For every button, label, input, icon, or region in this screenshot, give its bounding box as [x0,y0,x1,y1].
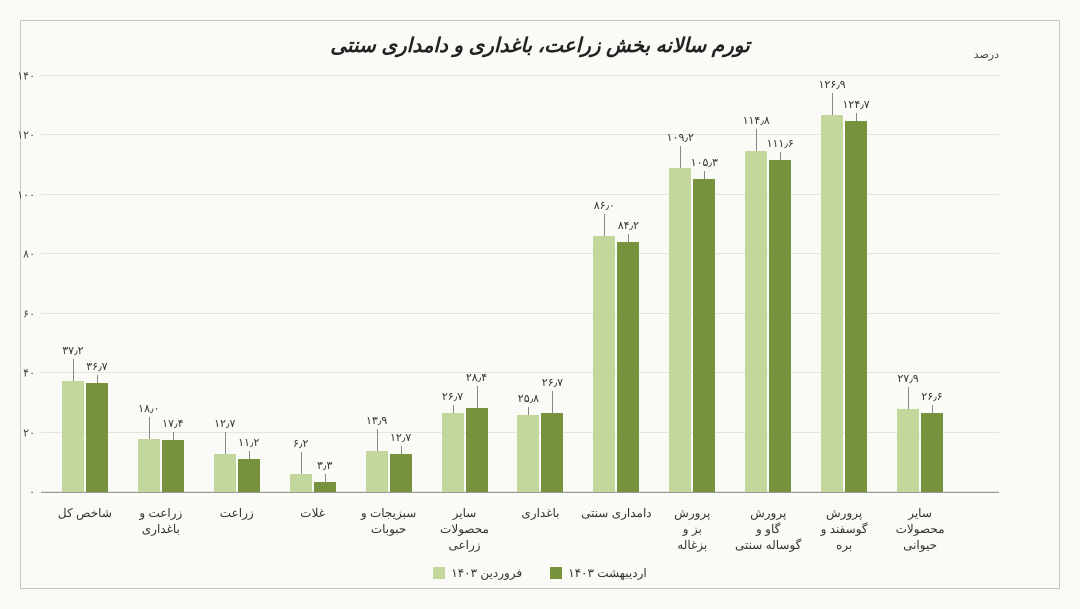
bar-value-label: ۳٫۳ [317,459,332,472]
bar-series-1: ۱۲۶٫۹ [821,115,843,492]
bar-series-1: ۳۷٫۲ [62,381,84,492]
bar-value-label: ۱۱۴٫۸ [743,114,770,127]
bar-series-2: ۳٫۳ [314,482,336,492]
bar-series-1: ۱۸٫۰ [138,439,160,492]
bar-series-2: ۱۲۴٫۷ [845,121,867,492]
legend-label-2: اردیبهشت ۱۴۰۳ [568,566,647,580]
bar-series-2: ۱۰۵٫۳ [693,179,715,492]
bar-series-1: ۱۱۴٫۸ [745,151,767,492]
y-axis-label: درصد [974,48,999,61]
y-tick: ۴۰ [23,367,35,380]
bar-series-2: ۸۴٫۲ [617,242,639,492]
y-tick: ۱۲۰ [17,129,35,142]
bar-value-label: ۲۵٫۸ [518,392,539,405]
y-tick: ۱۰۰ [17,188,35,201]
y-tick: ۶۰ [23,307,35,320]
bar-value-label: ۶٫۲ [293,437,308,450]
legend-swatch-1 [433,567,445,579]
bar-series-1: ۲۶٫۷ [442,413,464,492]
plot-area: درصد ۳۷٫۲۳۶٫۷۱۸٫۰۱۷٫۴۱۲٫۷۱۱٫۲۶٫۲۳٫۳۱۳٫۹۱… [41,76,999,493]
bar-series-1: ۸۶٫۰ [593,236,615,492]
y-tick: ۲۰ [23,426,35,439]
bar-value-label: ۱۸٫۰ [138,402,159,415]
bar-value-label: ۱۰۹٫۲ [667,131,694,144]
bar-value-label: ۸۶٫۰ [594,199,615,212]
y-tick: ۰ [29,486,35,499]
bar-group: ۲۵٫۸۲۶٫۷ [502,76,578,492]
bar-value-label: ۲۶٫۶ [921,390,942,403]
bar-series-2: ۱۲٫۷ [390,454,412,492]
bar-series-1: ۶٫۲ [290,474,312,492]
y-tick: ۸۰ [23,248,35,261]
legend-item-series-1: فروردین ۱۴۰۳ [433,566,522,580]
bar-value-label: ۲۶٫۷ [442,390,463,403]
bar-series-2: ۱۷٫۴ [162,440,184,492]
bar-value-label: ۲۷٫۹ [897,372,918,385]
bar-value-label: ۲۸٫۴ [466,371,487,384]
bar-value-label: ۱۲۶٫۹ [819,78,846,91]
bar-value-label: ۱۳٫۹ [366,414,387,427]
bar-value-label: ۳۷٫۲ [62,344,83,357]
bar-series-2: ۲۸٫۴ [466,408,488,492]
bar-group: ۳۷٫۲۳۶٫۷ [47,76,123,492]
y-tick: ۱۴۰ [17,70,35,83]
bar-value-label: ۱۷٫۴ [162,417,183,430]
bar-value-label: ۱۰۵٫۳ [691,156,718,169]
bar-group: ۲۷٫۹۲۶٫۶ [882,76,958,492]
bar-group: ۱۸٫۰۱۷٫۴ [123,76,199,492]
bar-value-label: ۱۱٫۲ [238,436,259,449]
bar-group: ۱۳٫۹۱۲٫۷ [351,76,427,492]
bar-group: ۱۲۶٫۹۱۲۴٫۷ [806,76,882,492]
bars-region: ۳۷٫۲۳۶٫۷۱۸٫۰۱۷٫۴۱۲٫۷۱۱٫۲۶٫۲۳٫۳۱۳٫۹۱۲٫۷۲۶… [41,76,964,492]
bar-group: ۲۶٫۷۲۸٫۴ [427,76,503,492]
bar-series-2: ۱۱۱٫۶ [769,160,791,492]
bar-value-label: ۲۶٫۷ [542,376,563,389]
bar-value-label: ۱۲٫۷ [214,417,235,430]
bar-value-label: ۱۲۴٫۷ [843,98,870,111]
bar-value-label: ۳۶٫۷ [86,360,107,373]
bar-series-2: ۳۶٫۷ [86,383,108,492]
bar-group: ۱۲٫۷۱۱٫۲ [199,76,275,492]
bar-value-label: ۱۲٫۷ [390,431,411,444]
bar-group: ۶٫۲۳٫۳ [275,76,351,492]
bar-value-label: ۸۴٫۲ [618,219,639,232]
bar-series-1: ۲۷٫۹ [897,409,919,492]
bar-series-1: ۲۵٫۸ [517,415,539,492]
legend-label-1: فروردین ۱۴۰۳ [451,566,522,580]
bar-series-1: ۱۳٫۹ [366,451,388,492]
bar-series-2: ۱۱٫۲ [238,459,260,492]
bar-series-1: ۱۰۹٫۲ [669,168,691,492]
bar-series-1: ۱۲٫۷ [214,454,236,492]
bar-group: ۱۰۹٫۲۱۰۵٫۳ [654,76,730,492]
bar-series-2: ۲۶٫۶ [921,413,943,492]
bar-series-2: ۲۶٫۷ [541,413,563,492]
inflation-chart: تورم سالانه بخش زراعت، باغداری و دامداری… [20,20,1060,589]
bar-group: ۸۶٫۰۸۴٫۲ [578,76,654,492]
bar-group: ۱۱۴٫۸۱۱۱٫۶ [730,76,806,492]
legend-item-series-2: اردیبهشت ۱۴۰۳ [550,566,647,580]
chart-title: تورم سالانه بخش زراعت، باغداری و دامداری… [21,21,1059,62]
bar-value-label: ۱۱۱٫۶ [767,137,794,150]
legend: فروردین ۱۴۰۳ اردیبهشت ۱۴۰۳ [21,566,1059,580]
legend-swatch-2 [550,567,562,579]
